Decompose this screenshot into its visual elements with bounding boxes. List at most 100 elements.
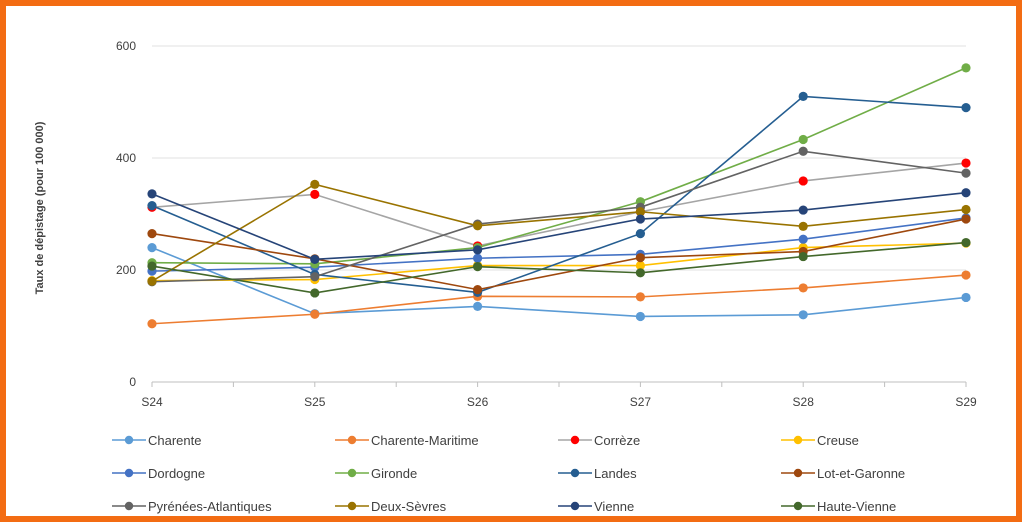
data-point <box>798 310 808 320</box>
data-point <box>798 205 808 215</box>
data-point <box>798 221 808 231</box>
grid-lines <box>152 45 966 383</box>
data-point <box>310 179 320 189</box>
series-charente-maritime <box>147 270 971 329</box>
series-line <box>151 246 967 318</box>
data-point <box>473 285 483 295</box>
legend-label: Pyrénées-Atlantiques <box>148 499 272 514</box>
data-point <box>798 91 808 101</box>
legend-label: Haute-Vienne <box>817 499 896 514</box>
series-lot-et-garonne <box>147 214 971 295</box>
series-gironde <box>147 63 971 269</box>
series-line <box>151 150 967 283</box>
data-point <box>961 103 971 113</box>
y-tick-label: 200 <box>116 263 136 277</box>
data-point <box>798 234 808 244</box>
series-line <box>151 191 967 261</box>
data-point <box>961 158 971 168</box>
legend-label: Landes <box>594 466 637 481</box>
data-point <box>635 207 646 217</box>
series-dordogne <box>147 213 971 276</box>
series-vienne <box>147 188 971 264</box>
data-point <box>961 63 971 73</box>
legend-item: Dordogne <box>112 466 205 481</box>
data-point <box>147 243 157 253</box>
series-line <box>151 274 967 325</box>
y-tick-label: 0 <box>129 375 136 389</box>
legend-label: Lot-et-Garonne <box>817 466 905 481</box>
data-point <box>473 262 483 272</box>
data-point <box>635 214 646 224</box>
data-point <box>310 272 320 282</box>
x-tick-label: S28 <box>793 395 815 409</box>
legend-item: Landes <box>558 466 637 481</box>
legend-label: Dordogne <box>148 466 205 481</box>
legend: Charente Charente-Maritime Corrèze Creuse Do… <box>112 433 905 514</box>
data-point <box>147 261 157 271</box>
data-point <box>798 283 808 293</box>
legend-marker <box>793 468 803 478</box>
legend-label: Charente-Maritime <box>371 433 479 448</box>
data-point <box>635 292 646 302</box>
data-point <box>310 189 320 199</box>
data-point <box>798 146 808 156</box>
legend-item: Pyrénées-Atlantiques <box>112 499 272 514</box>
series-corr-ze <box>147 158 971 251</box>
data-point <box>961 292 971 303</box>
series-line <box>151 242 967 282</box>
series-line <box>151 217 967 272</box>
legend-item: Gironde <box>335 466 417 481</box>
series-lines <box>147 63 971 329</box>
legend-label: Gironde <box>371 466 417 481</box>
data-point <box>961 204 971 215</box>
data-point <box>473 301 483 311</box>
data-point <box>147 201 157 211</box>
legend-label: Charente <box>148 433 201 448</box>
series-haute-vienne <box>147 237 971 298</box>
legend-label: Creuse <box>817 433 859 448</box>
y-tick-label: 400 <box>116 151 136 165</box>
data-point <box>473 253 483 263</box>
data-point <box>147 229 157 239</box>
legend-item: Corrèze <box>558 433 640 448</box>
legend-label: Deux-Sèvres <box>371 499 447 514</box>
legend-marker <box>793 435 803 445</box>
legend-marker <box>347 435 357 445</box>
x-tick-label: S27 <box>630 395 652 409</box>
x-tick-label: S29 <box>955 395 977 409</box>
x-axis: S24 S25 S26 S27 S28 S29 <box>141 382 977 409</box>
legend-item: Vienne <box>558 499 634 514</box>
legend-item: Lot-et-Garonne <box>781 466 905 481</box>
data-point <box>961 168 971 178</box>
series-line <box>151 162 967 247</box>
data-point <box>635 311 646 322</box>
data-point <box>147 276 157 286</box>
y-axis-label: Taux de dépistage (pour 100 000) <box>34 121 46 294</box>
series-deux-s-vres <box>147 179 971 286</box>
legend-item: Deux-Sèvres <box>335 499 447 514</box>
data-point <box>798 251 808 262</box>
legend-marker <box>570 435 580 445</box>
data-point <box>798 176 808 186</box>
data-point <box>961 188 971 198</box>
y-axis-ticks: 0 200 400 600 <box>116 39 136 389</box>
data-point <box>473 221 483 231</box>
data-point <box>961 270 971 280</box>
legend-item: Creuse <box>781 433 859 448</box>
data-point <box>147 319 157 329</box>
legend-item: Charente <box>112 433 201 448</box>
data-point <box>310 288 320 298</box>
legend-marker <box>347 468 357 478</box>
data-point <box>147 189 157 199</box>
x-tick-label: S25 <box>304 395 326 409</box>
data-point <box>961 237 971 248</box>
legend-marker <box>570 468 580 478</box>
data-point <box>961 214 971 224</box>
series-line <box>151 218 967 291</box>
data-point <box>635 229 646 239</box>
x-tick-label: S26 <box>467 395 489 409</box>
data-point <box>635 268 646 278</box>
series-line <box>151 183 967 282</box>
